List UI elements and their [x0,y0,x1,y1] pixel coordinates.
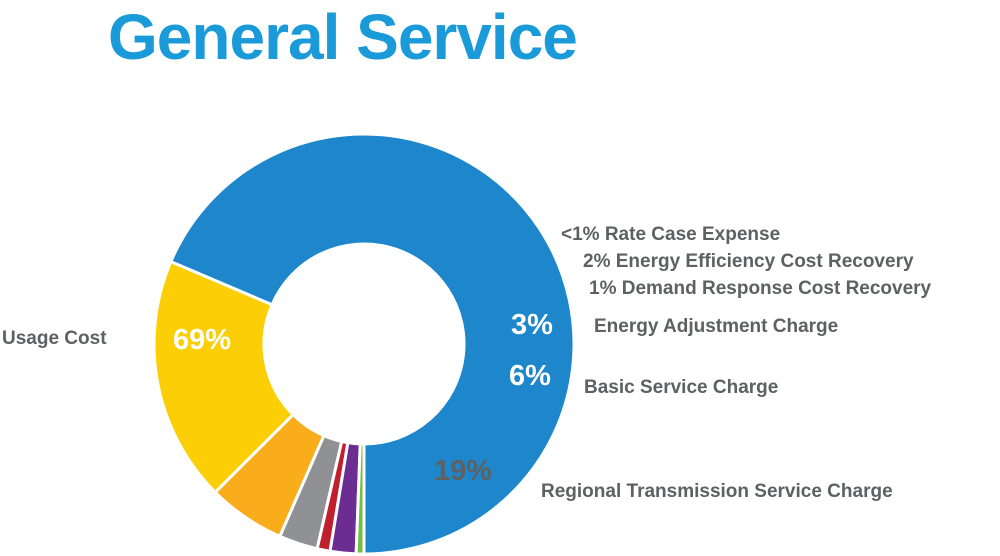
slice-rate-case-expense [354,442,366,556]
label-basic-service-charge: Basic Service Charge [584,377,778,398]
data-label-regional-transmission-service-charge: 19% [434,455,492,487]
label-regional-transmission-service-charge: Regional Transmission Service Charge [541,481,893,502]
chart-title: General Service [108,1,578,73]
label-demand-response-cost-recovery: 1% Demand Response Cost Recovery [589,278,932,299]
slice-usage-cost [168,132,576,556]
label-usage-cost: Usage Cost [2,328,107,349]
data-label-basic-service-charge: 6% [509,360,551,392]
label-rate-case-expense: <1% Rate Case Expense [561,224,780,245]
data-label-energy-adjustment-charge: 3% [511,309,553,341]
label-energy-adjustment-charge: Energy Adjustment Charge [594,316,838,337]
slice-regional-transmission-service-charge [152,259,296,495]
label-energy-efficiency-cost-recovery: 2% Energy Efficiency Cost Recovery [583,251,914,272]
data-label-usage-cost: 69% [173,324,231,356]
